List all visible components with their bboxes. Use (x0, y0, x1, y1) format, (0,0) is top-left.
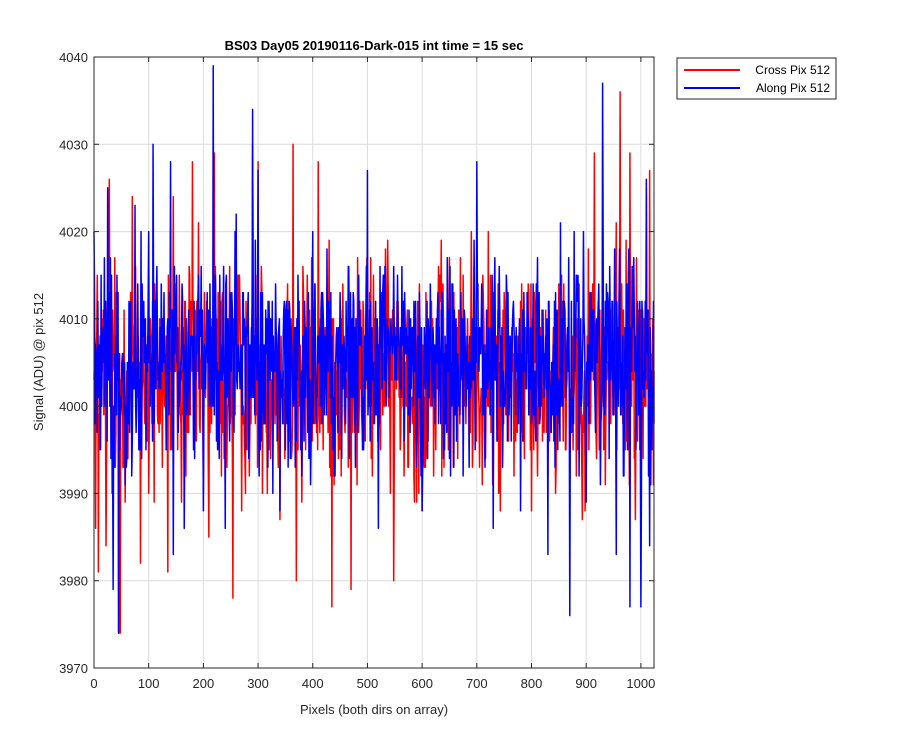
x-axis-label: Pixels (both dirs on array) (300, 702, 448, 717)
y-tick-label: 4030 (59, 137, 88, 152)
axis-ticks (93, 56, 654, 669)
y-tick-label: 4010 (59, 312, 88, 327)
x-tick-label: 100 (138, 676, 160, 691)
y-tick-label: 4000 (59, 399, 88, 414)
legend-box (676, 57, 837, 100)
series-along-pix-line (93, 64, 655, 634)
plot-area: 0 100 200 300 400 500 600 700 800 900 1000 3970 398… (59, 50, 655, 691)
x-tick-label: 800 (521, 676, 543, 691)
y-axis-label: Signal (ADU) @ pix 512 (31, 293, 46, 431)
series-layer (93, 64, 655, 634)
legend-label-cross: Cross Pix 512 (755, 63, 830, 77)
axes-frame (93, 56, 655, 669)
x-tick-label: 500 (357, 676, 379, 691)
x-tick-label: 600 (411, 676, 433, 691)
legend-label-along: Along Pix 512 (756, 81, 830, 95)
x-tick-label: 1000 (626, 676, 655, 691)
y-tick-label: 4040 (59, 50, 88, 65)
legend: Cross Pix 512 Along Pix 512 (676, 57, 837, 100)
x-tick-labels: 0 100 200 300 400 500 600 700 800 900 1000 (90, 676, 655, 691)
y-tick-label: 3980 (59, 574, 88, 589)
y-tick-label: 4020 (59, 225, 88, 240)
chart-title: BS03 Day05 20190116-Dark-015 int time = … (225, 38, 524, 53)
y-tick-label: 3970 (59, 661, 88, 676)
x-tick-label: 0 (90, 676, 97, 691)
x-tick-label: 700 (466, 676, 488, 691)
x-tick-label: 400 (302, 676, 324, 691)
x-tick-label: 200 (193, 676, 215, 691)
y-tick-label: 3990 (59, 486, 88, 501)
y-tick-labels: 3970 3980 3990 4000 4010 4020 4030 4040 (59, 50, 88, 676)
x-tick-label: 900 (575, 676, 597, 691)
x-tick-label: 300 (247, 676, 269, 691)
